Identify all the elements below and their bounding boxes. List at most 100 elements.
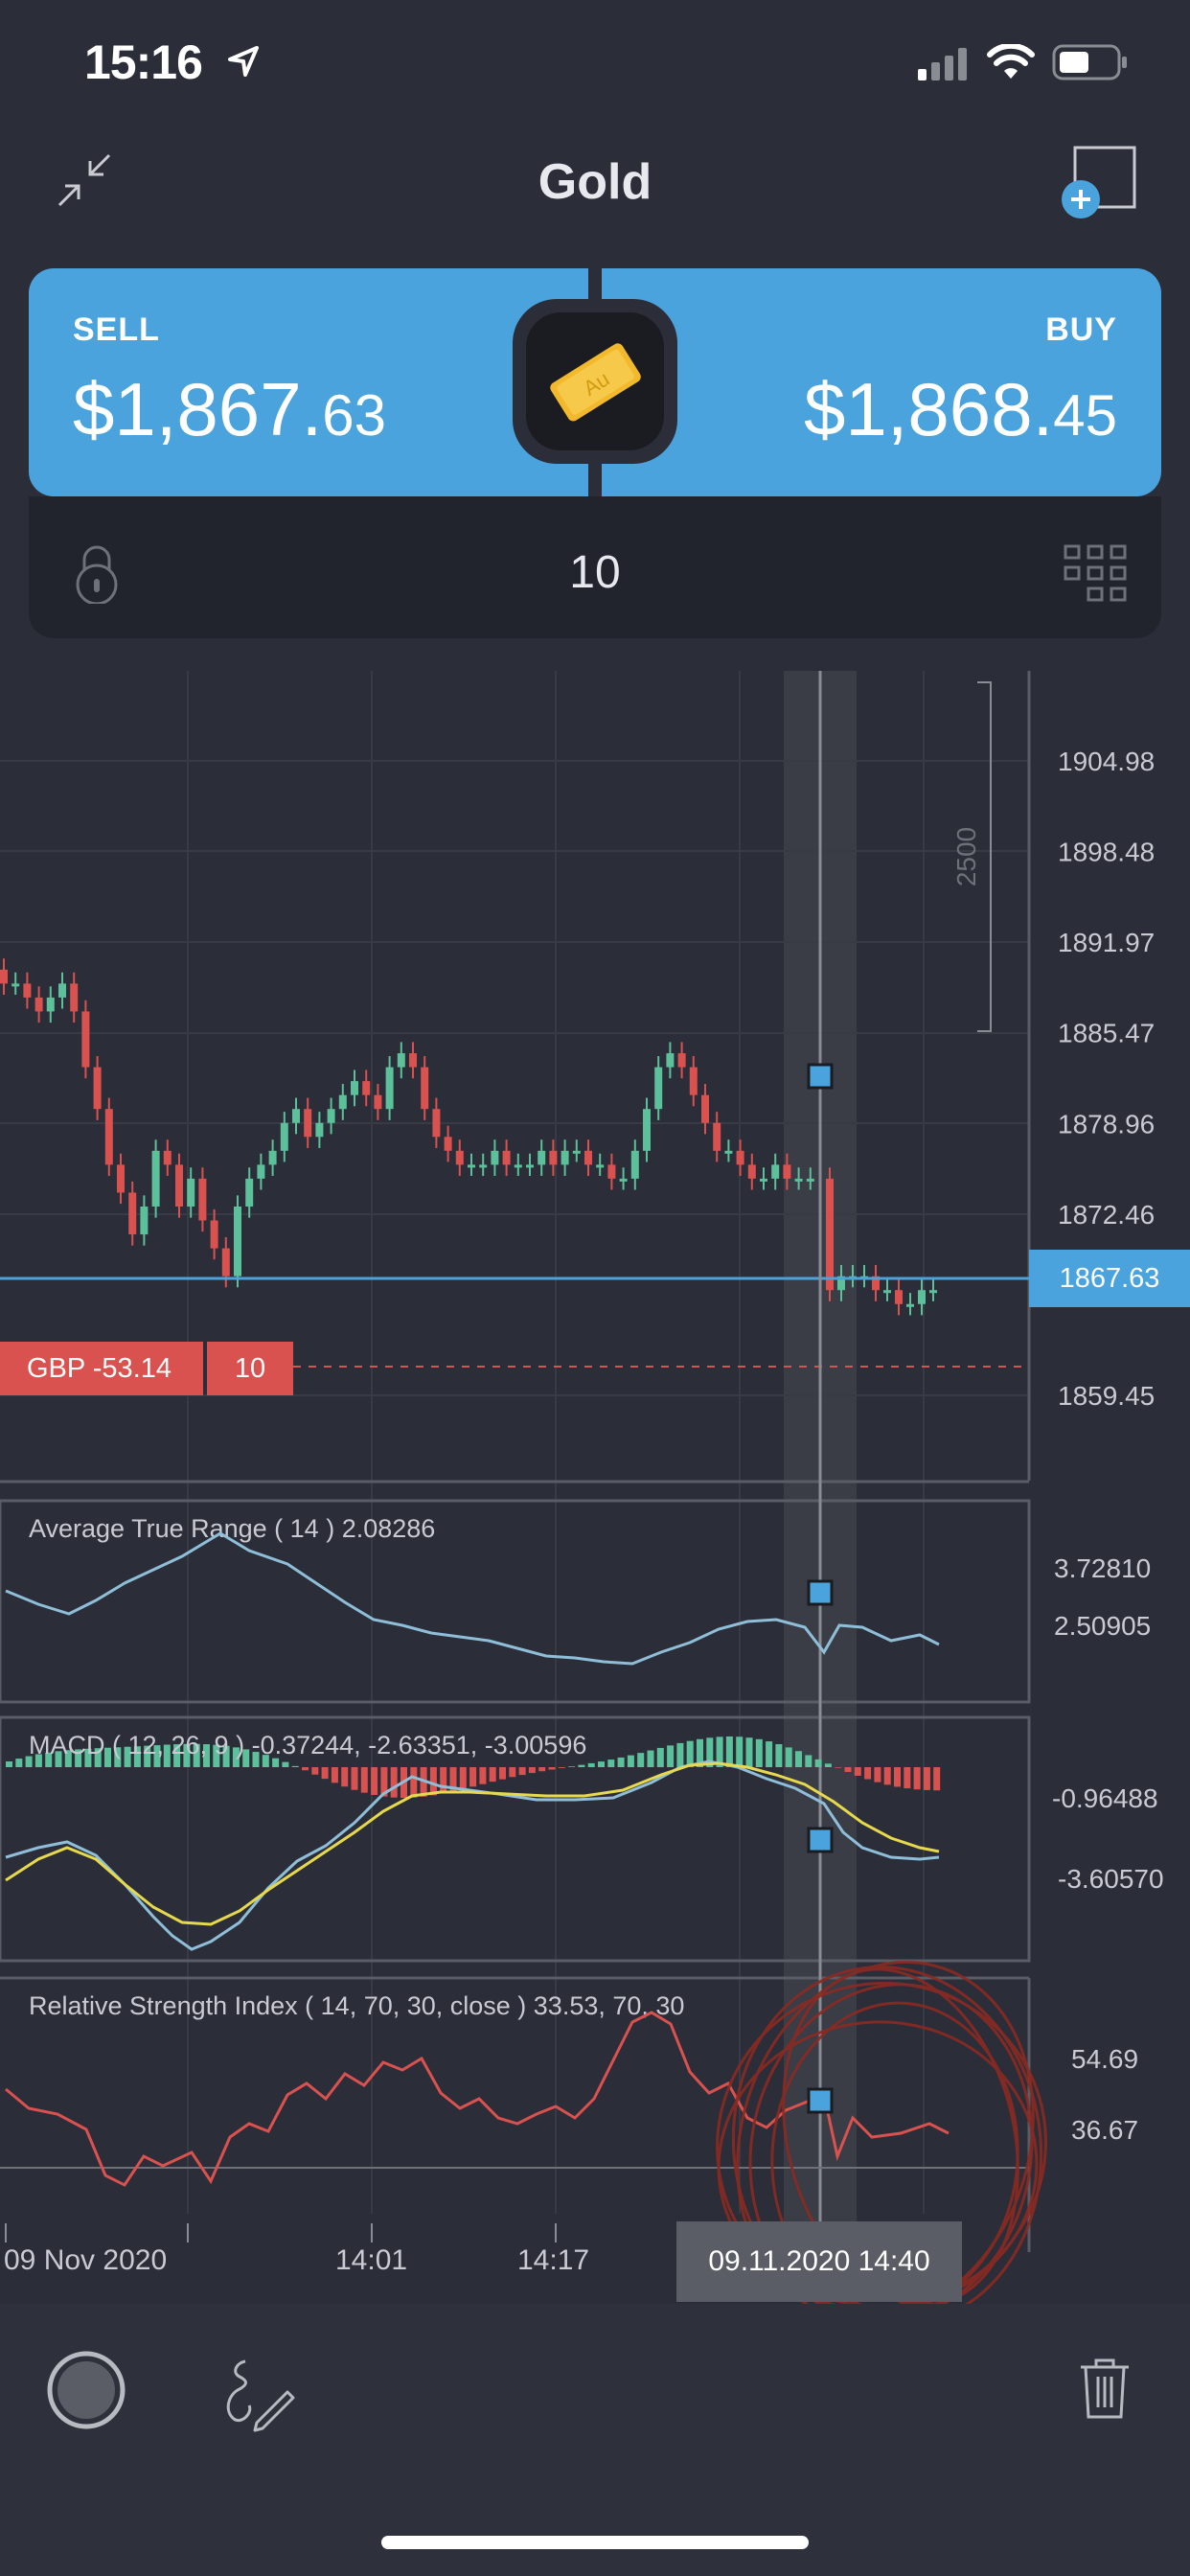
candle-body: [70, 983, 79, 1012]
macd-bar: [55, 1751, 62, 1767]
candle-body: [315, 1122, 324, 1138]
trash-icon[interactable]: [1077, 2358, 1133, 2421]
candle-body: [526, 1164, 534, 1168]
candle-body: [883, 1290, 891, 1294]
price-axis-label: 1878.96: [1058, 1109, 1155, 1138]
macd-bar: [360, 1767, 368, 1793]
macd-bar: [6, 1761, 12, 1767]
macd-bar: [499, 1767, 506, 1780]
gold-bar-icon: Au: [550, 343, 641, 422]
macd-bar: [548, 1767, 556, 1770]
candle-body: [549, 1150, 558, 1165]
macd-bar: [775, 1743, 783, 1767]
quantity-bar: [29, 496, 1161, 638]
macd-bar: [479, 1767, 487, 1784]
macd-bar: [598, 1761, 605, 1767]
macd-bar: [193, 1743, 200, 1767]
macd-bar: [725, 1736, 733, 1767]
buy-button[interactable]: BUY $1,868.45: [602, 268, 1161, 496]
collapse-arrows-icon[interactable]: [54, 150, 115, 211]
atr-level-2: 2.50905: [1054, 1611, 1151, 1641]
candle-body: [806, 1178, 814, 1182]
candle-body: [245, 1178, 254, 1207]
macd-bar: [262, 1755, 269, 1767]
quantity-value[interactable]: 10: [569, 547, 621, 598]
candle-body: [397, 1053, 405, 1068]
add-window-icon[interactable]: [1060, 144, 1140, 222]
lock-icon[interactable]: [73, 542, 121, 604]
macd-bar: [429, 1767, 437, 1796]
macd-label: MACD ( 12, 26, 9 ) -0.37244, -2.63351, -…: [29, 1731, 586, 1760]
time-label-start: 09 Nov 2020: [4, 2244, 168, 2276]
candle-body: [584, 1150, 592, 1165]
macd-bar: [25, 1756, 33, 1767]
rsi-line: [5, 2011, 950, 2187]
macd-bar: [656, 1747, 664, 1767]
macd-bar: [716, 1736, 723, 1767]
position-qty-tag[interactable]: 10: [207, 1342, 293, 1395]
candle-body: [34, 997, 43, 1012]
candle-body: [128, 1192, 137, 1235]
candle-body: [929, 1290, 937, 1294]
candle-body: [117, 1164, 125, 1193]
candle-body: [374, 1094, 382, 1110]
macd-bar: [933, 1767, 941, 1791]
macd-bar: [904, 1767, 911, 1789]
macd-bar: [183, 1743, 191, 1767]
macd-bar: [153, 1745, 161, 1767]
time-label-1401: 14:01: [335, 2244, 408, 2276]
sell-button[interactable]: SELL $1,867.63: [29, 268, 588, 496]
candle-body: [538, 1150, 546, 1165]
macd-bar: [607, 1760, 615, 1767]
candle-body: [11, 983, 20, 987]
macd-bar: [272, 1758, 280, 1767]
crosshair-marker-rsi: [807, 2087, 834, 2114]
macd-bar: [222, 1745, 230, 1767]
macd-bar: [213, 1744, 220, 1767]
candle-body: [234, 1206, 241, 1276]
candle-body: [104, 1109, 113, 1165]
bottom-toolbar: [0, 2304, 1190, 2576]
macd-bar: [440, 1767, 447, 1794]
macd-bar: [883, 1767, 891, 1785]
macd-bar: [302, 1767, 309, 1771]
macd-bar: [578, 1764, 585, 1767]
record-icon[interactable]: [44, 2348, 128, 2432]
sell-price-decimal: 63: [322, 383, 386, 448]
macd-bar: [15, 1759, 23, 1767]
position-pl-tag[interactable]: GBP -53.14: [0, 1342, 203, 1395]
macd-bar: [45, 1752, 53, 1767]
macd-bar: [282, 1761, 289, 1767]
candle-body: [268, 1150, 277, 1165]
candle-body: [701, 1094, 709, 1123]
main-grid: [0, 671, 1029, 2214]
location-arrow-icon: [228, 46, 259, 77]
candle-body: [491, 1150, 499, 1165]
macd-bar: [252, 1752, 260, 1767]
candle-body: [58, 983, 66, 998]
macd-bar: [824, 1763, 832, 1767]
candle-body: [561, 1150, 569, 1165]
sell-price: $1,867.63: [73, 366, 386, 453]
candle-body: [409, 1053, 417, 1068]
candle-body: [23, 983, 32, 998]
buy-price: $1,868.45: [804, 366, 1117, 453]
draw-pen-icon[interactable]: [220, 2356, 295, 2432]
candle-body: [93, 1067, 102, 1110]
macd-bar: [232, 1747, 240, 1767]
macd-bar: [34, 1754, 42, 1767]
macd-bar: [311, 1767, 319, 1775]
macd-bar: [291, 1765, 299, 1767]
grid-icon[interactable]: [1064, 544, 1127, 602]
macd-bar: [331, 1767, 338, 1783]
macd-bar: [805, 1755, 812, 1767]
atr-label: Average True Range ( 14 ) 2.08286: [29, 1514, 435, 1543]
candle-body: [81, 1011, 90, 1068]
macd-bar: [449, 1767, 457, 1792]
candle-body: [280, 1122, 288, 1151]
macd-bar: [676, 1742, 684, 1767]
candle-body: [479, 1164, 488, 1168]
price-chart[interactable]: 2500 1904.98 1898.48 1891.97 1885.47 1878.96…: [0, 661, 1190, 2304]
atr-panel-border: [0, 1499, 1031, 1704]
rsi-level-1: 54.69: [1071, 2044, 1138, 2074]
